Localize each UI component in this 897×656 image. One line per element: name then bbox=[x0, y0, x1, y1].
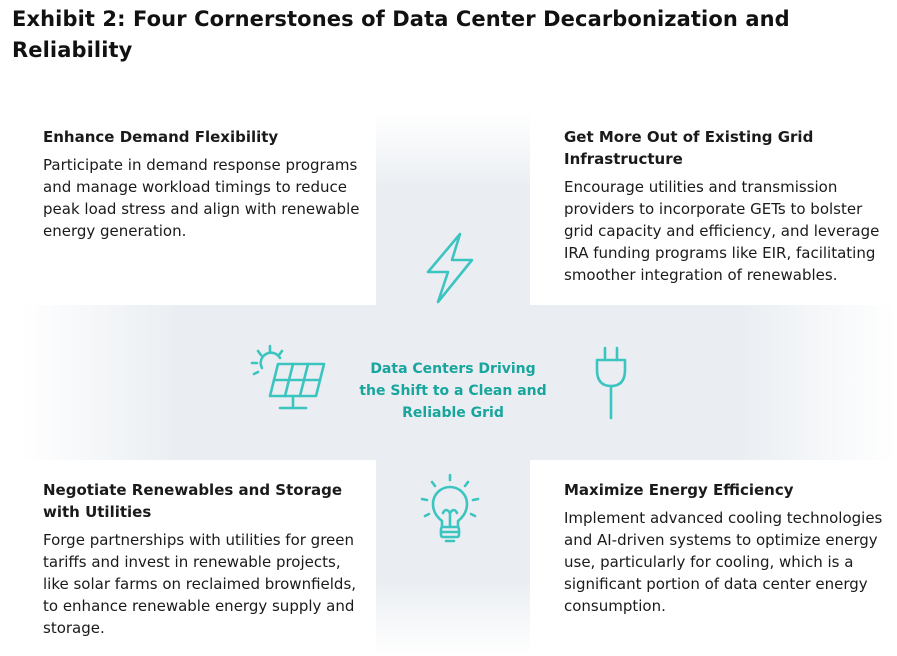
cross-horizontal-band bbox=[20, 305, 897, 460]
quadrant-heading: Negotiate Renewables and Storage with Ut… bbox=[43, 481, 342, 521]
lightbulb-icon bbox=[418, 473, 482, 549]
quadrant-grid-infrastructure: Get More Out of Existing Grid Infrastruc… bbox=[564, 126, 889, 286]
quadrant-renewables-storage: Negotiate Renewables and Storage with Ut… bbox=[43, 479, 363, 639]
quadrant-heading: Enhance Demand Flexibility bbox=[43, 128, 279, 146]
quadrant-heading: Maximize Energy Efficiency bbox=[564, 481, 794, 499]
page-title: Exhibit 2: Four Cornerstones of Data Cen… bbox=[12, 7, 790, 62]
plug-icon bbox=[594, 346, 628, 420]
solar-panel-icon bbox=[250, 344, 328, 412]
lightning-icon bbox=[424, 232, 476, 304]
quadrant-body: Implement advanced cooling technologies … bbox=[564, 509, 883, 615]
quadrant-demand-flexibility: Enhance Demand Flexibility Participate i… bbox=[43, 126, 363, 242]
quadrant-heading: Get More Out of Existing Grid Infrastruc… bbox=[564, 128, 814, 168]
quadrant-body: Forge partnerships with utilities for gr… bbox=[43, 531, 357, 637]
center-label: Data Centers Driving the Shift to a Clea… bbox=[359, 361, 547, 421]
quadrant-body: Encourage utilities and transmission pro… bbox=[564, 178, 880, 284]
quadrant-energy-efficiency: Maximize Energy Efficiency Implement adv… bbox=[564, 479, 889, 617]
quadrant-body: Participate in demand response programs … bbox=[43, 156, 360, 240]
